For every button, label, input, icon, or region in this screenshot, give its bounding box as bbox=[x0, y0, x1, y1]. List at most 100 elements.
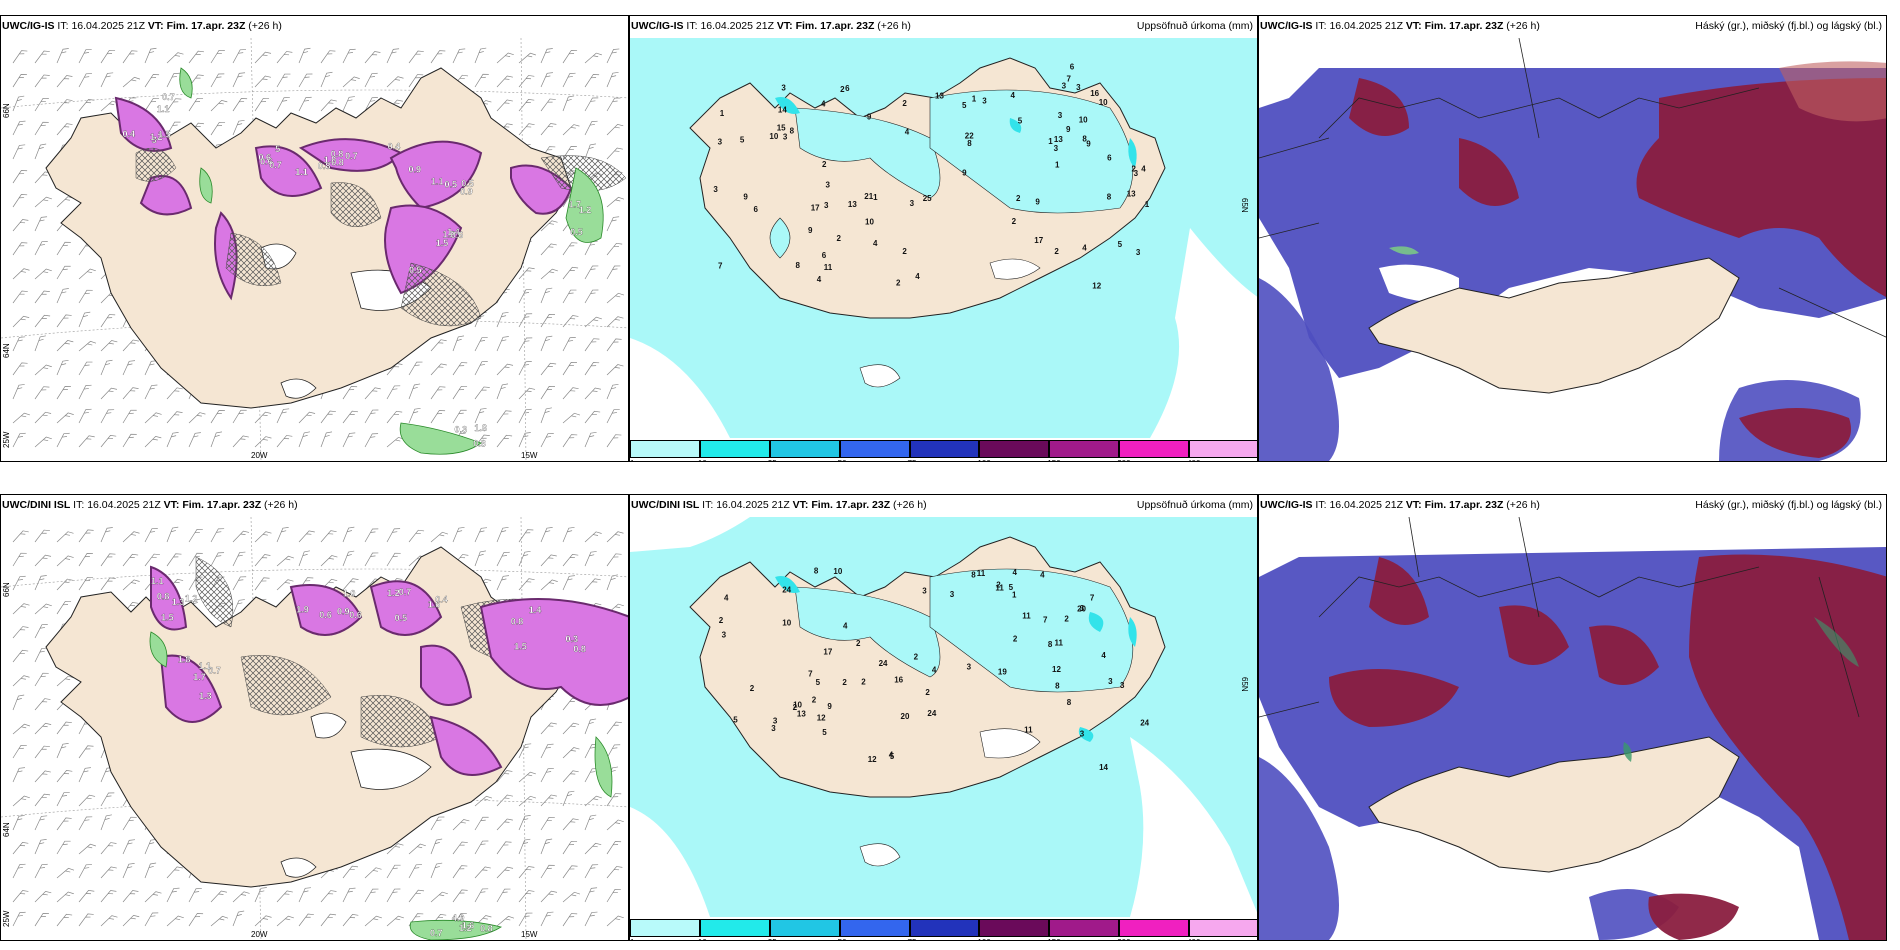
wind-barb bbox=[144, 98, 160, 112]
precip-value: 4 bbox=[889, 750, 894, 759]
wind-barb bbox=[408, 843, 426, 855]
green-areas bbox=[179, 67, 604, 455]
precip-value: 11 bbox=[977, 569, 986, 578]
precip-value: 2 bbox=[793, 703, 798, 712]
precip-value: 16 bbox=[894, 675, 903, 684]
precip-value: 3 bbox=[1108, 677, 1113, 686]
cloud-map bbox=[1259, 38, 1886, 461]
wind-barb bbox=[584, 52, 602, 64]
wind-barb bbox=[56, 891, 74, 903]
wind-barb bbox=[34, 554, 52, 567]
wind-barb bbox=[518, 361, 532, 376]
wind-barb bbox=[12, 603, 30, 615]
wind-barb bbox=[56, 721, 72, 735]
wind-barb bbox=[100, 527, 113, 543]
precip-value: 10 bbox=[769, 132, 778, 141]
snow-value: 1.1 bbox=[431, 176, 444, 186]
precip-value: 4 bbox=[873, 239, 878, 248]
wind-barb bbox=[518, 387, 536, 400]
wind-barb bbox=[144, 74, 160, 88]
panel-header: UWC/DINI ISL IT: 16.04.2025 21Z VT: Fim.… bbox=[2, 499, 624, 515]
snow-value: 1.1 bbox=[157, 104, 170, 114]
lead-time: (+26 h) bbox=[877, 20, 911, 32]
snow-value: 0.8 bbox=[318, 161, 331, 171]
wind-barb bbox=[232, 72, 246, 88]
precip-value: 20 bbox=[901, 712, 910, 721]
wind-barb bbox=[210, 552, 225, 567]
wind-barb bbox=[540, 838, 553, 855]
snow-value: 0.6 bbox=[349, 610, 362, 620]
snow-value: 3 bbox=[152, 135, 157, 145]
wind-barb bbox=[56, 288, 69, 304]
wind-barb bbox=[320, 530, 337, 543]
wind-barb bbox=[122, 914, 140, 927]
it-value: 16.04.2025 21Z bbox=[1329, 499, 1403, 511]
panel-title: Háský (gr.), miðský (fj.bl.) og lágský (… bbox=[1695, 20, 1882, 32]
wind-barb bbox=[496, 99, 513, 112]
snow-value: 1.2 bbox=[443, 230, 456, 240]
precip-value: 3 bbox=[713, 185, 718, 194]
wind-barb bbox=[100, 72, 114, 88]
wind-barb bbox=[474, 47, 487, 64]
lat-label-25w: 25W bbox=[2, 431, 11, 448]
wind-barb bbox=[364, 915, 382, 927]
wind-barb bbox=[496, 841, 512, 855]
wind-barb bbox=[12, 432, 26, 448]
wind-barb bbox=[166, 387, 183, 400]
precip-value: 14 bbox=[1099, 763, 1108, 772]
green-value: 4.9 bbox=[452, 913, 465, 923]
wind-barb bbox=[606, 48, 620, 64]
wind-barb bbox=[254, 51, 272, 64]
wind-barb bbox=[12, 890, 29, 903]
wind-barb bbox=[12, 675, 30, 687]
wind-barb bbox=[474, 407, 487, 424]
wind-barb bbox=[166, 411, 183, 424]
precip-value: 6 bbox=[1107, 154, 1112, 163]
wind-barb bbox=[518, 408, 532, 424]
wind-barb bbox=[188, 888, 202, 903]
wind-barb bbox=[166, 553, 182, 567]
wind-barb bbox=[144, 912, 159, 927]
wind-snow-map: 1.21.31.0 0.70.81.51.70.60.40.31.11.81.91… bbox=[1, 517, 628, 940]
colorbar-tick-label: 10 bbox=[698, 459, 707, 461]
wind-barb bbox=[562, 841, 578, 855]
precip-value: 5 bbox=[1018, 116, 1023, 125]
wind-barb bbox=[188, 98, 204, 112]
precip-value: 14 bbox=[778, 105, 787, 114]
precip-value: 6 bbox=[1070, 62, 1075, 71]
wind-barb bbox=[606, 888, 621, 903]
colorbar-cell bbox=[699, 919, 770, 937]
wind-barb bbox=[584, 531, 602, 543]
panel-title: Uppsöfnuð úrkoma (mm) bbox=[1136, 499, 1253, 511]
colorbar-cell bbox=[699, 440, 770, 458]
precip-value: 4 bbox=[905, 128, 910, 137]
wind-barb bbox=[56, 99, 73, 112]
lat-label-65n: 65N bbox=[1240, 677, 1249, 692]
wind-barb bbox=[34, 268, 52, 280]
precip-value: 1 bbox=[1048, 137, 1053, 146]
wind-barb bbox=[210, 100, 228, 112]
wind-barb bbox=[562, 362, 577, 376]
wind-barb bbox=[12, 530, 29, 543]
colorbar-cell bbox=[769, 919, 840, 937]
wind-barb bbox=[78, 73, 92, 88]
wind-barb bbox=[364, 51, 381, 64]
wind-barb bbox=[166, 98, 182, 112]
precip-value: 4 bbox=[1101, 651, 1106, 660]
precip-value: 3 bbox=[967, 662, 972, 671]
wind-barb bbox=[232, 49, 247, 64]
precip-value: 5 bbox=[1118, 240, 1123, 249]
wind-barb bbox=[56, 412, 74, 424]
wind-barb bbox=[166, 526, 179, 543]
wind-barb bbox=[78, 340, 97, 352]
precip-value: 2 bbox=[822, 160, 827, 169]
precip-value: 10 bbox=[1099, 98, 1108, 107]
wind-barb bbox=[606, 434, 622, 448]
precip-value: 10 bbox=[1079, 116, 1088, 125]
wind-barb bbox=[584, 911, 598, 927]
wind-barb bbox=[12, 575, 26, 591]
wind-barb bbox=[210, 409, 225, 424]
wind-barb bbox=[34, 436, 52, 448]
precip-value: 2 bbox=[925, 688, 930, 697]
wind-barb bbox=[254, 887, 267, 903]
